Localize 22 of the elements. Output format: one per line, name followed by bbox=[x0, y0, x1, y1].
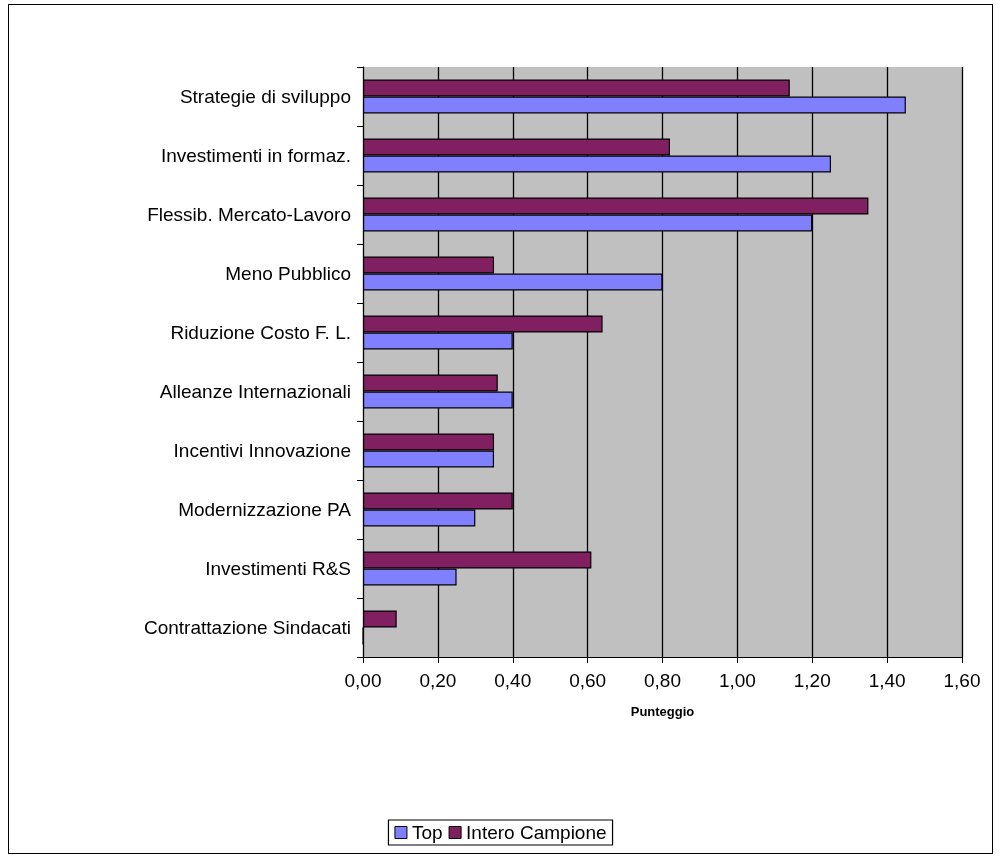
x-axis-title: Punteggio bbox=[630, 704, 695, 719]
y-tick-label: Modernizzazione PA bbox=[178, 499, 352, 520]
x-tick-label: 0,00 bbox=[344, 670, 382, 691]
x-tick-label: 0,60 bbox=[569, 670, 607, 691]
x-tick-label: 0,20 bbox=[419, 670, 457, 691]
legend-label: Intero Campione bbox=[466, 822, 607, 843]
y-tick-label: Riduzione Costo F. L. bbox=[170, 322, 351, 343]
y-tick-label: Investimenti R&S bbox=[205, 558, 351, 579]
y-tick-label: Meno Pubblico bbox=[225, 263, 351, 284]
x-tick-label: 1,60 bbox=[943, 670, 981, 691]
y-tick-label: Investimenti in formaz. bbox=[160, 145, 351, 166]
y-tick-label: Alleanze Internazionali bbox=[159, 381, 351, 402]
y-tick-label: Incentivi Innovazione bbox=[173, 440, 351, 461]
x-tick-label: 0,40 bbox=[494, 670, 532, 691]
x-tick-label: 1,40 bbox=[868, 670, 906, 691]
x-tick-label: 1,00 bbox=[718, 670, 756, 691]
y-tick-label: Flessib. Mercato-Lavoro bbox=[147, 204, 351, 225]
x-tick-label: 0,80 bbox=[644, 670, 681, 691]
legend-label: Top bbox=[411, 822, 443, 843]
x-tick-label: 1,20 bbox=[793, 670, 831, 691]
y-tick-label: Contrattazione Sindacati bbox=[143, 617, 351, 638]
y-tick-label: Strategie di sviluppo bbox=[179, 86, 351, 107]
